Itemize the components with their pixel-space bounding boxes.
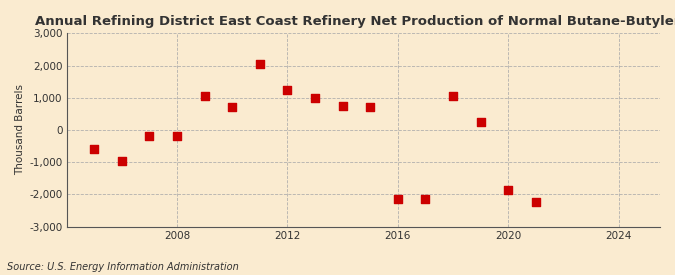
Y-axis label: Thousand Barrels: Thousand Barrels	[15, 84, 25, 175]
Point	[310, 95, 321, 100]
Point	[254, 62, 265, 66]
Point	[227, 105, 238, 110]
Point	[338, 104, 348, 108]
Point	[282, 87, 293, 92]
Point	[364, 105, 375, 110]
Point	[116, 158, 127, 163]
Text: Source: U.S. Energy Information Administration: Source: U.S. Energy Information Administ…	[7, 262, 238, 272]
Point	[448, 94, 458, 98]
Point	[475, 120, 486, 124]
Point	[503, 187, 514, 192]
Point	[531, 200, 541, 205]
Title: Annual Refining District East Coast Refinery Net Production of Normal Butane-But: Annual Refining District East Coast Refi…	[34, 15, 675, 28]
Point	[171, 134, 182, 139]
Point	[420, 197, 431, 201]
Point	[392, 197, 403, 201]
Point	[89, 147, 100, 152]
Point	[199, 94, 210, 98]
Point	[144, 134, 155, 139]
